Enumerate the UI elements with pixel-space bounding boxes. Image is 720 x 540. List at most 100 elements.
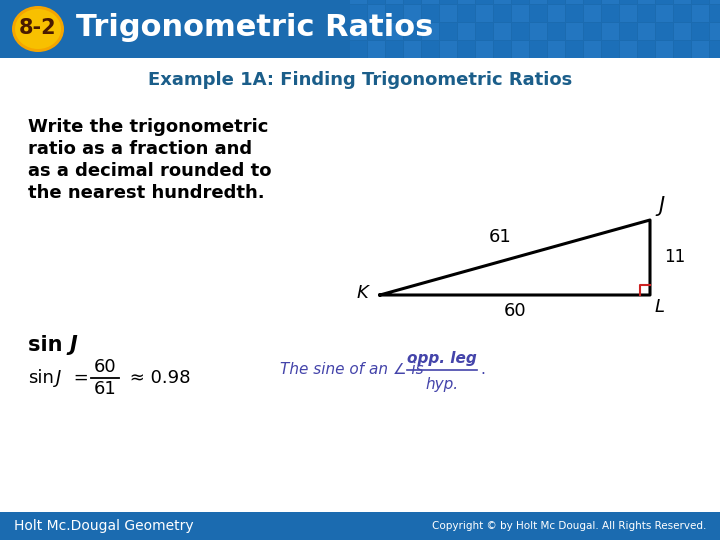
Text: as a decimal rounded to: as a decimal rounded to: [28, 162, 271, 180]
Bar: [620, 5, 637, 22]
Bar: [602, 23, 619, 40]
Bar: [404, 5, 421, 22]
Text: 11: 11: [664, 248, 685, 267]
Bar: [548, 5, 565, 22]
Bar: [512, 0, 529, 4]
Bar: [674, 23, 691, 40]
Bar: [656, 5, 673, 22]
Bar: [584, 0, 601, 4]
Text: 61: 61: [489, 228, 511, 246]
Bar: [422, 0, 439, 4]
Bar: [674, 41, 691, 58]
Bar: [710, 0, 720, 4]
Text: 61: 61: [94, 380, 117, 398]
Bar: [584, 41, 601, 58]
Bar: [386, 5, 403, 22]
Text: J: J: [69, 335, 77, 355]
Bar: [494, 5, 511, 22]
Bar: [404, 41, 421, 58]
Bar: [422, 41, 439, 58]
Text: sin: sin: [28, 369, 54, 387]
Bar: [530, 23, 547, 40]
Bar: [0, 0, 720, 58]
Bar: [602, 41, 619, 58]
Text: The sine of an ∠ is: The sine of an ∠ is: [280, 362, 423, 377]
Bar: [566, 5, 583, 22]
Bar: [656, 41, 673, 58]
Bar: [602, 5, 619, 22]
Bar: [656, 0, 673, 4]
Bar: [422, 23, 439, 40]
Text: opp. leg: opp. leg: [407, 350, 477, 366]
Text: ≈ 0.98: ≈ 0.98: [124, 369, 191, 387]
Bar: [620, 41, 637, 58]
Bar: [422, 5, 439, 22]
Bar: [458, 23, 475, 40]
Bar: [638, 23, 655, 40]
Bar: [0, 512, 720, 540]
Text: J: J: [56, 369, 61, 387]
Text: 8-2: 8-2: [19, 18, 57, 38]
Bar: [368, 0, 385, 4]
Bar: [584, 23, 601, 40]
Bar: [440, 0, 457, 4]
Bar: [620, 0, 637, 4]
Text: Example 1A: Finding Trigonometric Ratios: Example 1A: Finding Trigonometric Ratios: [148, 71, 572, 89]
Text: hyp.: hyp.: [426, 376, 459, 392]
Bar: [404, 23, 421, 40]
Bar: [350, 5, 367, 22]
Bar: [494, 23, 511, 40]
Bar: [548, 23, 565, 40]
Text: 60: 60: [94, 358, 117, 376]
Text: ratio as a fraction and: ratio as a fraction and: [28, 140, 252, 158]
Bar: [674, 0, 691, 4]
Bar: [584, 5, 601, 22]
Bar: [350, 0, 367, 4]
Text: Trigonometric Ratios: Trigonometric Ratios: [76, 14, 433, 43]
Bar: [386, 0, 403, 4]
Text: Copyright © by Holt Mc Dougal. All Rights Reserved.: Copyright © by Holt Mc Dougal. All Right…: [431, 521, 706, 531]
Bar: [458, 41, 475, 58]
Bar: [386, 41, 403, 58]
Bar: [638, 5, 655, 22]
Bar: [602, 0, 619, 4]
Bar: [710, 23, 720, 40]
Text: K: K: [356, 284, 368, 302]
Bar: [674, 5, 691, 22]
Bar: [458, 0, 475, 4]
Bar: [548, 41, 565, 58]
Bar: [386, 23, 403, 40]
Bar: [530, 5, 547, 22]
Bar: [476, 23, 493, 40]
Bar: [368, 41, 385, 58]
Ellipse shape: [12, 6, 64, 52]
Bar: [440, 23, 457, 40]
Text: L: L: [655, 298, 665, 316]
Bar: [566, 41, 583, 58]
Text: Write the trigonometric: Write the trigonometric: [28, 118, 269, 136]
Bar: [458, 5, 475, 22]
Bar: [530, 41, 547, 58]
Bar: [494, 0, 511, 4]
Bar: [566, 23, 583, 40]
Ellipse shape: [15, 9, 61, 49]
Bar: [692, 41, 709, 58]
Bar: [440, 41, 457, 58]
Bar: [368, 5, 385, 22]
Bar: [692, 5, 709, 22]
Bar: [566, 0, 583, 4]
Bar: [350, 41, 367, 58]
Bar: [494, 41, 511, 58]
Bar: [710, 41, 720, 58]
Text: =: =: [68, 369, 89, 387]
Bar: [638, 41, 655, 58]
Bar: [512, 41, 529, 58]
Bar: [350, 23, 367, 40]
Text: J: J: [658, 196, 664, 216]
Text: sin: sin: [28, 335, 70, 355]
Text: 60: 60: [504, 302, 526, 320]
Bar: [512, 5, 529, 22]
Bar: [530, 0, 547, 4]
Text: Holt Mc.Dougal Geometry: Holt Mc.Dougal Geometry: [14, 519, 194, 533]
Text: the nearest hundredth.: the nearest hundredth.: [28, 184, 265, 202]
